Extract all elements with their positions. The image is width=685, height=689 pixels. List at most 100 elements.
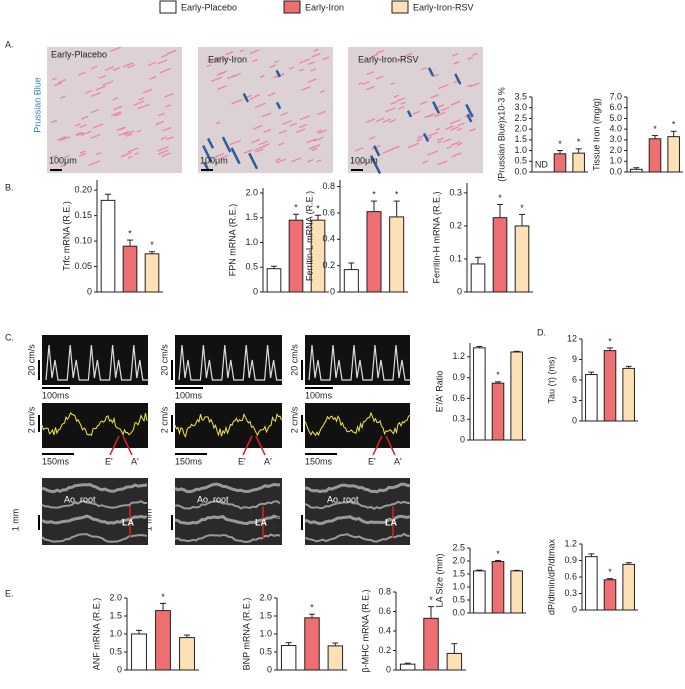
tissue-streak	[216, 71, 226, 77]
y-tick-label: 2.0	[609, 145, 622, 155]
tissue-streak	[249, 49, 260, 55]
tissue-streak	[75, 131, 82, 136]
tissue-streak	[299, 115, 310, 121]
tissue-streak	[388, 118, 397, 123]
significance-mark: *	[395, 189, 399, 199]
iron-deposit	[242, 92, 250, 103]
tissue-streak	[140, 103, 150, 109]
tissue-streak	[138, 97, 145, 101]
tissue-streak	[158, 112, 166, 117]
mmode-band	[41, 500, 148, 509]
y-axis-title: E'/A' Ratio	[434, 371, 444, 412]
velocity-scale: 20 cm/s	[289, 344, 299, 376]
tissue-streak	[275, 158, 286, 164]
y-tick-label: 3.0	[609, 134, 622, 144]
bar	[366, 211, 382, 293]
tissue-streak	[433, 113, 441, 118]
significance-mark: *	[558, 139, 562, 149]
y-tick-label: 2.0	[245, 187, 258, 197]
tissue-streak	[231, 98, 243, 105]
iron-deposit	[466, 113, 473, 123]
tissue-streak	[254, 102, 266, 109]
tissue-streak	[252, 124, 263, 130]
bar	[446, 652, 463, 671]
structure-label: LA	[122, 517, 134, 527]
significance-mark: *	[608, 567, 612, 577]
velocity-scale: 20 cm/s	[159, 344, 169, 376]
y-tick-label: 0.8	[378, 586, 391, 596]
tissue-streak	[76, 131, 85, 137]
tissue-streak	[307, 78, 317, 84]
tissue-streak	[311, 52, 321, 58]
tissue-streak	[446, 145, 452, 150]
tissue-streak	[53, 81, 63, 87]
tissue-streak	[137, 106, 142, 110]
tissue-streak	[80, 130, 92, 137]
iron-deposit	[454, 73, 462, 85]
histology-image	[348, 47, 483, 173]
tissue-streak	[60, 95, 66, 99]
bar	[343, 269, 359, 293]
tissue-streak	[432, 73, 439, 78]
tissue-streak	[450, 140, 461, 146]
tissue-streak	[456, 127, 463, 132]
bar	[122, 245, 138, 293]
tissue-streak	[390, 82, 396, 86]
tissue-streak	[313, 136, 324, 142]
y-axis-title: (Prussian Blue)x10-3 %	[496, 87, 506, 182]
bar	[327, 645, 344, 671]
wave-arrow	[255, 435, 266, 456]
tissue-streak	[232, 72, 241, 78]
iron-deposit	[202, 145, 213, 163]
tissue-streak	[472, 52, 478, 56]
tissue-streak	[98, 74, 107, 79]
velocity-scale: 2 cm/s	[26, 406, 36, 433]
tissue-streak	[435, 127, 441, 131]
tissue-streak	[156, 59, 168, 65]
tissue-streak	[262, 143, 270, 148]
tissue-streak	[407, 142, 420, 149]
y-tick-label: 1.5	[259, 610, 272, 620]
y-tick-label: 0	[330, 286, 335, 296]
tissue-streak	[81, 115, 89, 120]
tissue-streak	[149, 75, 157, 80]
doppler-trace	[45, 344, 150, 381]
y-tick-label: 0.0	[514, 166, 527, 176]
tissue-streak	[313, 48, 319, 52]
bar	[288, 219, 304, 293]
tissue-streak	[214, 58, 220, 62]
y-tick-label: 0.0	[609, 166, 622, 176]
bar	[491, 561, 505, 614]
significance-mark: *	[520, 203, 524, 213]
panel-label: A.	[5, 39, 14, 49]
tissue-streak	[449, 126, 459, 131]
tissue-streak	[362, 80, 370, 86]
histology-image	[198, 47, 333, 173]
tissue-streak	[400, 101, 406, 105]
significance-mark: *	[672, 120, 676, 130]
significance-mark: *	[496, 370, 500, 380]
tissue-streak	[127, 155, 133, 159]
tissue-streak	[239, 49, 245, 53]
tissue-streak	[306, 138, 317, 144]
bar	[470, 263, 486, 293]
tissue-streak	[419, 100, 428, 105]
mmode-band	[174, 500, 281, 510]
y-tick-label: 0.9	[564, 555, 577, 565]
bar	[179, 637, 195, 671]
y-tick-label: 0	[117, 664, 122, 674]
y-axis-title: LA Size (mm)	[434, 553, 444, 607]
y-tick-label: 0.5	[514, 156, 527, 166]
tissue-streak	[261, 112, 272, 118]
y-tick-label: 9	[572, 354, 577, 364]
bar	[667, 136, 680, 173]
y-tick-label: 0.2	[449, 220, 462, 230]
tissue-streak	[258, 140, 268, 146]
tissue-streak	[375, 117, 385, 123]
tissue-streak	[295, 128, 306, 134]
tissue-streak	[220, 154, 229, 160]
tissue-streak	[211, 76, 223, 83]
tissue-streak	[165, 104, 172, 108]
tissue-streak	[229, 139, 241, 146]
tissue-streak	[160, 136, 168, 140]
